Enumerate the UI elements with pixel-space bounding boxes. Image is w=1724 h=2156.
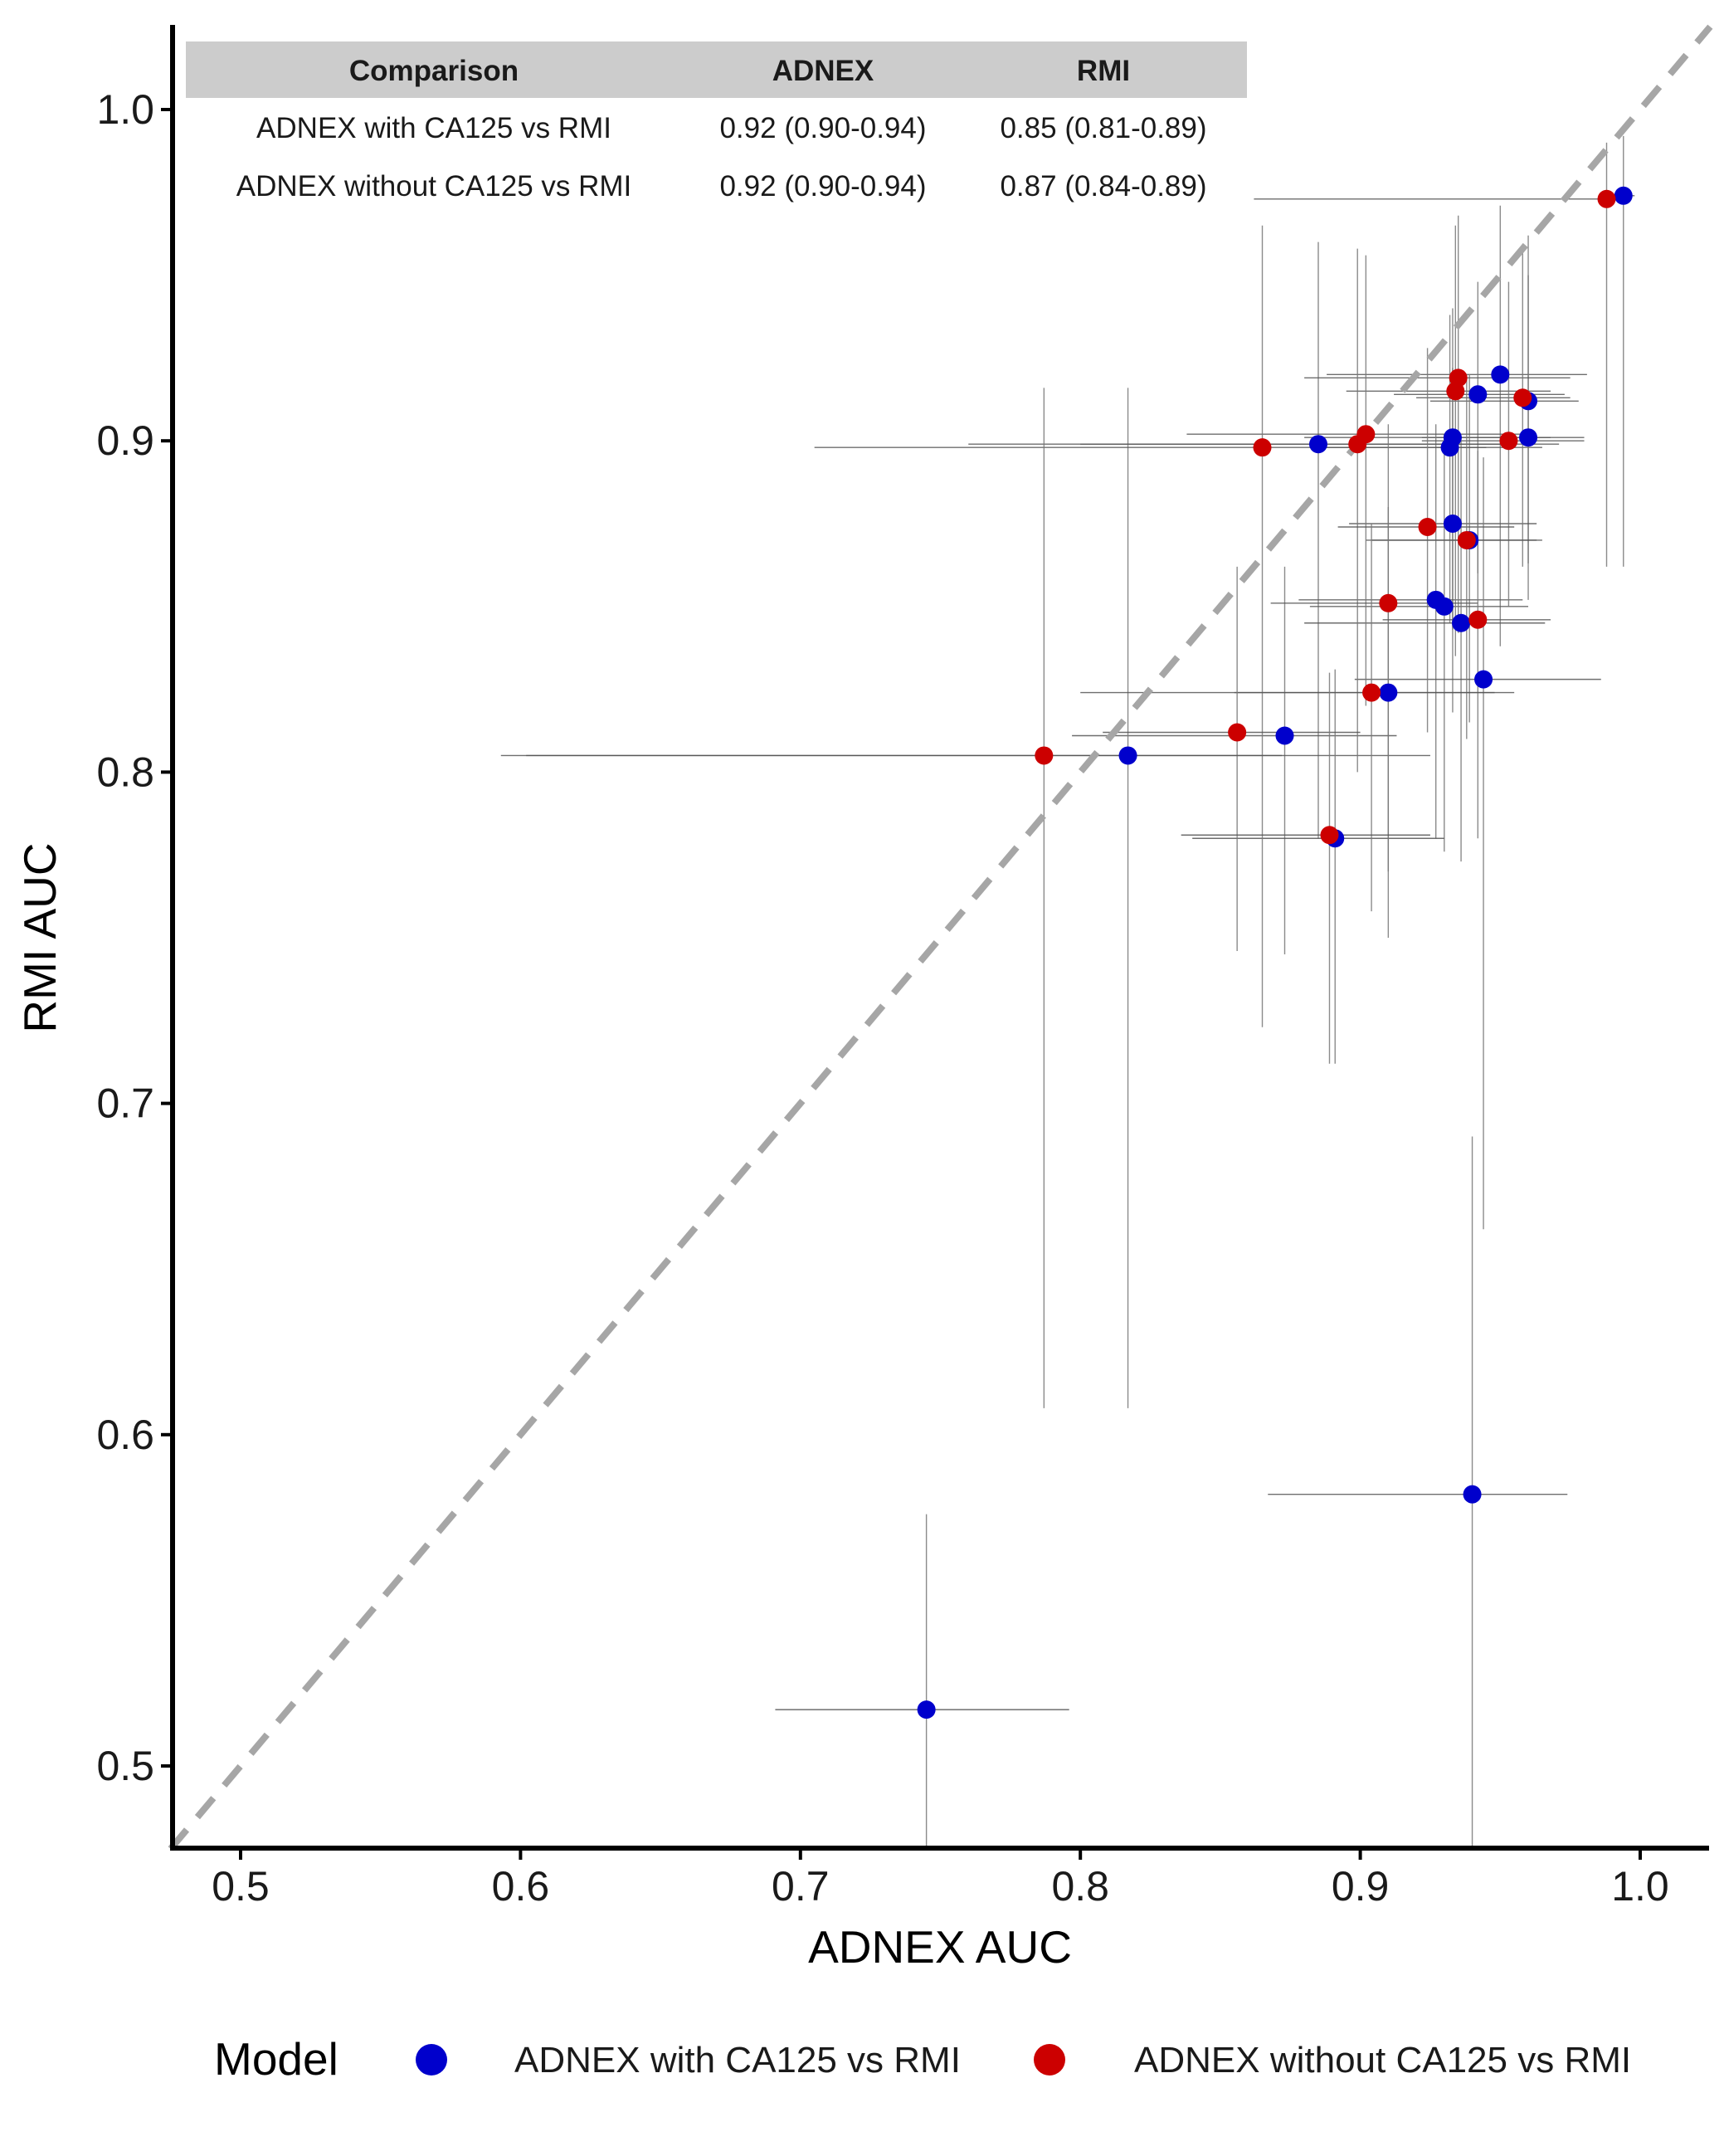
data-point xyxy=(1519,428,1538,447)
data-point xyxy=(1228,723,1247,742)
data-point xyxy=(1308,435,1327,454)
data-point xyxy=(1468,385,1488,404)
data-point xyxy=(1597,189,1616,208)
data-points xyxy=(917,186,1633,1719)
table-cell: ADNEX with CA125 vs RMI xyxy=(256,112,611,144)
y-axis-title: RMI AUC xyxy=(14,842,66,1032)
data-point xyxy=(1452,613,1471,632)
table-header-cell: Comparison xyxy=(349,55,519,87)
data-point xyxy=(1118,746,1137,765)
legend-title: Model xyxy=(214,2033,338,2085)
data-point xyxy=(1446,382,1465,401)
data-point xyxy=(1457,530,1476,549)
y-tick-label: 0.5 xyxy=(96,1743,154,1789)
y-tick-label: 1.0 xyxy=(96,86,154,133)
y-tick-label: 0.8 xyxy=(96,749,154,795)
data-point xyxy=(917,1700,936,1719)
legend: Model ADNEX with CA125 vs RMI ADNEX withou… xyxy=(214,2033,1631,2085)
data-point xyxy=(1362,683,1381,702)
data-point xyxy=(1614,186,1633,205)
table-header-cell: ADNEX xyxy=(772,55,874,87)
x-tick-label: 1.0 xyxy=(1611,1863,1669,1910)
x-tick-label: 0.8 xyxy=(1051,1863,1109,1910)
data-point xyxy=(1434,597,1454,616)
legend-swatch xyxy=(416,2044,447,2076)
data-point xyxy=(1513,388,1532,407)
data-point xyxy=(1379,683,1398,702)
table-cell: ADNEX without CA125 vs RMI xyxy=(236,170,632,202)
table-header-band xyxy=(186,41,1247,98)
data-point xyxy=(1440,438,1459,457)
data-point xyxy=(1443,515,1462,533)
table-cell: 0.92 (0.90-0.94) xyxy=(719,112,926,144)
x-tick-label: 0.9 xyxy=(1332,1863,1390,1910)
y-tick-label: 0.7 xyxy=(96,1080,154,1127)
data-point xyxy=(1035,746,1054,765)
legend-label: ADNEX with CA125 vs RMI xyxy=(514,2040,961,2080)
axes: 0.5 0.6 0.7 0.8 0.9 1.0 0.5 0.6 0.7 0.8 0.9 1.0 xyxy=(96,25,1709,1910)
reference-line xyxy=(168,24,1713,1851)
table-header-cell: RMI xyxy=(1077,55,1130,87)
data-point xyxy=(1474,670,1493,689)
data-point xyxy=(1468,610,1488,629)
x-tick-label: 0.7 xyxy=(772,1863,830,1910)
data-point xyxy=(1379,593,1398,612)
y-tick-label: 0.9 xyxy=(96,417,154,464)
legend-label: ADNEX without CA125 vs RMI xyxy=(1134,2040,1631,2080)
data-point xyxy=(1253,438,1272,457)
table-cell: 0.92 (0.90-0.94) xyxy=(719,170,926,202)
y-tick-label: 0.6 xyxy=(96,1412,154,1458)
data-point xyxy=(1275,726,1294,745)
legend-swatch xyxy=(1034,2044,1065,2076)
table-cell: 0.85 (0.81-0.89) xyxy=(1000,112,1206,144)
table-cell: 0.87 (0.84-0.89) xyxy=(1000,170,1206,202)
data-point xyxy=(1348,435,1367,454)
data-point xyxy=(1320,826,1339,845)
error-bars xyxy=(500,135,1635,1848)
data-point xyxy=(1418,517,1437,536)
data-point xyxy=(1463,1485,1482,1504)
x-tick-label: 0.5 xyxy=(212,1863,270,1910)
x-tick-label: 0.6 xyxy=(492,1863,550,1910)
summary-table: Comparison ADNEX RMI ADNEX with CA125 vs RM… xyxy=(186,41,1247,202)
x-axis-title: ADNEX AUC xyxy=(808,1921,1072,1973)
data-point xyxy=(1491,365,1510,384)
data-point xyxy=(1499,432,1518,451)
